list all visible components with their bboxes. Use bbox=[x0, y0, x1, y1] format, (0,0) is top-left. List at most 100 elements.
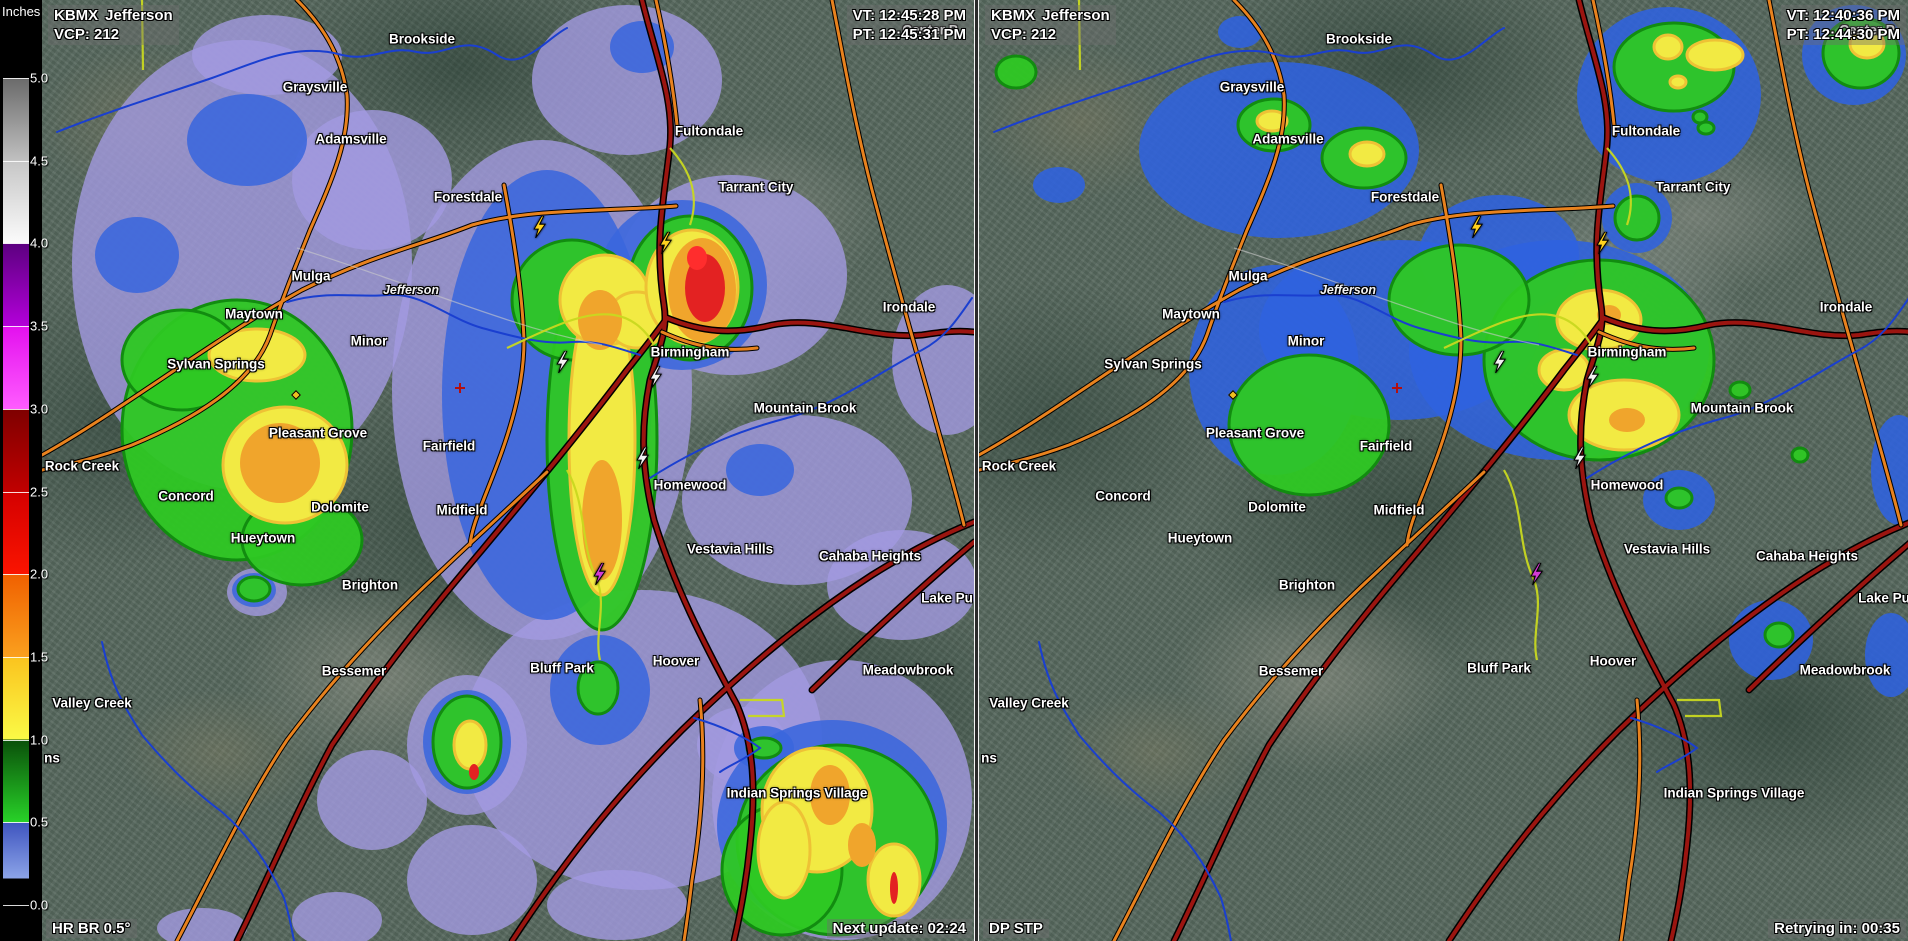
county-label: Jefferson bbox=[1319, 283, 1377, 297]
colorbar-title: Inches bbox=[2, 4, 41, 19]
city-label: Vestavia Hills bbox=[1623, 541, 1711, 557]
city-label: Brookside bbox=[1325, 31, 1393, 47]
city-label: Midfield bbox=[1373, 502, 1425, 518]
city-label: Vestavia Hills bbox=[686, 541, 774, 557]
radar-site-header: KBMX Jefferson VCP: 212 bbox=[48, 5, 179, 45]
city-label: Valley Creek bbox=[52, 695, 132, 711]
city-label: Tarrant City bbox=[718, 179, 794, 195]
city-label: Sylvan Springs bbox=[167, 356, 265, 372]
city-label: Brighton bbox=[341, 577, 399, 593]
lightning-bolt-icon bbox=[635, 446, 650, 470]
retry-status: Retrying in: 00:35 bbox=[1768, 919, 1906, 938]
city-label: Minor bbox=[1287, 333, 1325, 349]
lightning-bolt-icon bbox=[1595, 231, 1610, 255]
city-label: Bessemer bbox=[321, 663, 387, 679]
colorbar-tick-mark bbox=[3, 656, 29, 658]
colorbar-tick-mark bbox=[3, 78, 29, 79]
radar-site-id: KBMX bbox=[991, 7, 1036, 24]
colorbar-tick-label: 1.0 bbox=[30, 732, 49, 748]
county-label: Jefferson bbox=[382, 283, 440, 297]
colorbar-tick-label: 4.0 bbox=[30, 235, 49, 251]
city-label: Brighton bbox=[1278, 577, 1336, 593]
scan-times: VT: 12:40:36 PM PT: 12:44:30 PM bbox=[1780, 5, 1906, 45]
city-label: Fultondale bbox=[1611, 123, 1681, 139]
city-label: Concord bbox=[158, 488, 214, 504]
volume-time: VT: 12:40:36 PM bbox=[1786, 7, 1900, 24]
vcp-label: VCP: 212 bbox=[991, 26, 1057, 43]
city-label: Maytown bbox=[1162, 306, 1220, 322]
city-label: Cahaba Heights bbox=[1755, 548, 1859, 564]
city-label: Irondale bbox=[1819, 299, 1873, 315]
city-label: Cahaba Heights bbox=[818, 548, 922, 564]
radar-region-label: Jefferson bbox=[1042, 7, 1110, 24]
radar-region-label: Jefferson bbox=[105, 7, 173, 24]
city-label: Dolomite bbox=[1248, 499, 1306, 515]
city-label: Mulga bbox=[1228, 268, 1268, 284]
city-label: Mulga bbox=[291, 268, 331, 284]
city-label: Lake Pu bbox=[1858, 590, 1908, 606]
radar-site-id: KBMX bbox=[54, 7, 99, 24]
city-label: Homewood bbox=[1590, 477, 1664, 493]
city-label: Mountain Brook bbox=[1690, 400, 1794, 416]
colorbar-tick-label: 1.5 bbox=[30, 649, 49, 665]
city-label: Center P bbox=[1839, 22, 1895, 38]
city-label: Tarrant City bbox=[1655, 179, 1731, 195]
radar-pane-left[interactable]: Brookside Graysville Adamsville Fultondale F… bbox=[42, 0, 974, 941]
city-label: Rock Creek bbox=[44, 458, 120, 474]
colorbar-tick-label: 5.0 bbox=[30, 70, 49, 86]
colorbar-tick-label: 2.0 bbox=[30, 566, 49, 582]
city-label: Indian Springs Village bbox=[726, 785, 868, 801]
colorbar-tick-label: 3.0 bbox=[30, 401, 49, 417]
radar-pane-right[interactable]: Brookside Graysville Adamsville Fultondale F… bbox=[979, 0, 1908, 941]
lightning-bolt-icon bbox=[592, 562, 607, 586]
city-label: Hueytown bbox=[230, 530, 296, 546]
lightning-bolt-icon bbox=[658, 231, 673, 255]
city-label: Fairfield bbox=[1359, 438, 1413, 454]
vcp-label: VCP: 212 bbox=[54, 26, 120, 43]
colorbar-tick-label: 0.0 bbox=[30, 897, 49, 913]
colorbar-tick-mark bbox=[3, 160, 29, 162]
city-label: Mountain Brook bbox=[753, 400, 857, 416]
pane-splitter[interactable] bbox=[974, 0, 979, 941]
lightning-bolt-icon bbox=[1585, 365, 1600, 389]
colorbar-tick-mark bbox=[3, 326, 29, 328]
colorbar-tick-mark bbox=[3, 574, 29, 576]
colorbar-tick-label: 3.5 bbox=[30, 318, 49, 334]
colorbar-tick-mark bbox=[3, 822, 29, 824]
city-label: Rock Creek bbox=[981, 458, 1057, 474]
town-dot-marker-icon bbox=[1228, 390, 1238, 400]
colorbar-tick-mark bbox=[3, 243, 29, 245]
city-label: Forestdale bbox=[1370, 189, 1440, 205]
product-time: PT: 12:44:30 PM bbox=[1786, 26, 1900, 43]
city-label: ns bbox=[44, 750, 60, 766]
city-label: Brookside bbox=[388, 31, 456, 47]
city-label: Sylvan Springs bbox=[1104, 356, 1202, 372]
satellite-basemap bbox=[979, 0, 1908, 941]
city-label: Birmingham bbox=[1587, 344, 1667, 360]
city-label: Meadowbrook bbox=[862, 662, 954, 678]
product-label: DP STP bbox=[983, 919, 1049, 938]
city-label: Lake Pu bbox=[921, 590, 973, 606]
city-label: Adamsville bbox=[1252, 131, 1324, 147]
city-label: Dolomite bbox=[311, 499, 369, 515]
town-dot-marker-icon bbox=[291, 390, 301, 400]
update-status: Next update: 02:24 bbox=[826, 919, 972, 938]
city-label: Adamsville bbox=[315, 131, 387, 147]
city-label: Graysville bbox=[1219, 79, 1285, 95]
city-label: Bluff Park bbox=[1467, 660, 1531, 676]
lightning-bolt-icon bbox=[1572, 446, 1587, 470]
colorbar-tick-mark bbox=[3, 408, 29, 410]
city-label: Meadowbrook bbox=[1799, 662, 1891, 678]
volume-time: VT: 12:45:28 PM bbox=[852, 7, 966, 24]
city-label: Bessemer bbox=[1258, 663, 1324, 679]
city-label: Valley Creek bbox=[989, 695, 1069, 711]
lightning-bolt-icon bbox=[1492, 350, 1507, 374]
colorbar-tick-mark bbox=[3, 739, 29, 741]
city-label: Forestdale bbox=[433, 189, 503, 205]
city-label: Indian Springs Village bbox=[1663, 785, 1805, 801]
lightning-bolt-icon bbox=[1469, 215, 1484, 239]
lightning-bolt-icon bbox=[648, 365, 663, 389]
city-label: Pleasant Grove bbox=[1205, 425, 1305, 441]
scan-times: VT: 12:45:28 PM PT: 12:45:31 PM bbox=[846, 5, 972, 45]
colorbar-tick-label: 0.5 bbox=[30, 814, 49, 830]
